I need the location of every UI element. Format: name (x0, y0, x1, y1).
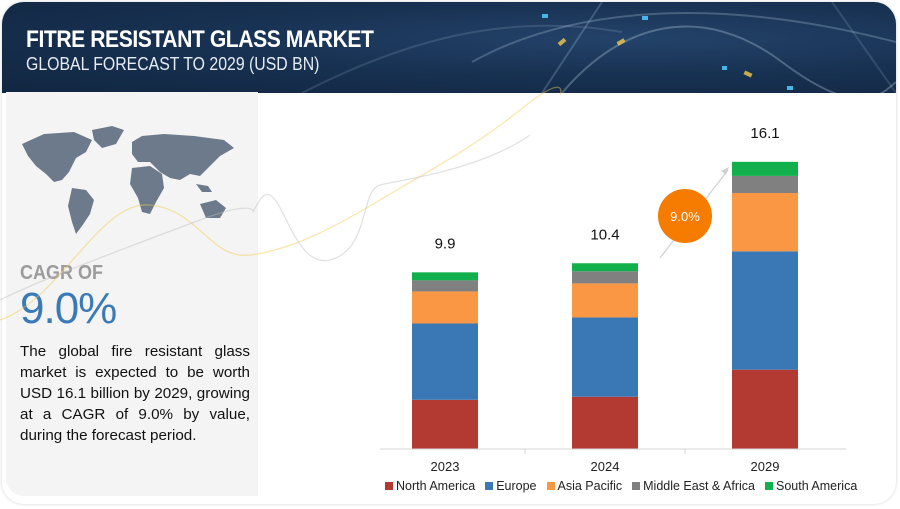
decor-curve-gray (0, 134, 531, 301)
bar-segment-north-america-2029 (732, 369, 798, 449)
legend-label: Europe (496, 479, 537, 493)
legend-label: South America (775, 479, 858, 493)
x-tick-label: 2023 (431, 459, 460, 474)
bar-segment-middle-east-africa-2024 (572, 271, 638, 284)
page-subtitle: GLOBAL FORECAST TO 2029 (USD BN) (26, 54, 320, 74)
cagr-bubble: 9.0% (658, 189, 712, 243)
legend-swatch (385, 482, 393, 490)
bar-total-label: 9.9 (435, 235, 456, 252)
bar-segment-europe-2023 (412, 323, 478, 400)
legend-item: Middle East & Africa (632, 479, 755, 493)
bar-segment-south-america-2023 (412, 272, 478, 281)
legend-item: South America (764, 479, 858, 493)
cagr-label: CAGR OF (20, 262, 103, 284)
decor-curve-yellow (0, 86, 562, 321)
bar-total-label: 10.4 (590, 226, 619, 243)
bar-segment-north-america-2023 (412, 399, 478, 449)
bar-segment-asia-pacific-2029 (732, 193, 798, 252)
legend-item: Asia Pacific (546, 479, 623, 493)
banner-decoration (301, 2, 896, 93)
bar-segment-asia-pacific-2024 (572, 283, 638, 318)
bar-segment-asia-pacific-2023 (412, 291, 478, 324)
bar-segment-europe-2024 (572, 317, 638, 397)
legend-item: Europe (485, 479, 537, 493)
bar-segment-north-america-2024 (572, 396, 638, 449)
legend-item: North America (385, 479, 475, 493)
chart-legend: North America Europe Asia Pacific Middle Ea… (385, 479, 857, 493)
legend-label: North America (396, 479, 476, 493)
market-description: The global fire resistant glass market i… (20, 343, 250, 444)
bar-segment-south-america-2029 (732, 161, 798, 176)
page-title: FITRE RESISTANT GLASS MARKET (26, 26, 374, 53)
bar-segment-south-america-2024 (572, 263, 638, 272)
legend-swatch (632, 482, 641, 490)
cagr-arrow-head (721, 167, 729, 175)
bar-segment-middle-east-africa-2029 (732, 175, 798, 194)
cagr-value: 9.0% (20, 284, 117, 333)
bar-segment-europe-2029 (732, 251, 798, 370)
bar-segment-middle-east-africa-2023 (412, 280, 478, 292)
legend-label: Asia Pacific (557, 479, 623, 493)
legend-swatch (546, 482, 555, 490)
legend-swatch (485, 482, 494, 490)
header-banner: FITRE RESISTANT GLASS MARKET GLOBAL FORE… (2, 2, 896, 93)
x-tick-label: 2024 (591, 459, 620, 474)
x-tick-label: 2029 (751, 459, 780, 474)
legend-label: Middle East & Africa (643, 479, 755, 493)
world-map-icon (22, 126, 234, 234)
bar-total-label: 16.1 (750, 125, 779, 142)
legend-swatch (764, 482, 773, 490)
